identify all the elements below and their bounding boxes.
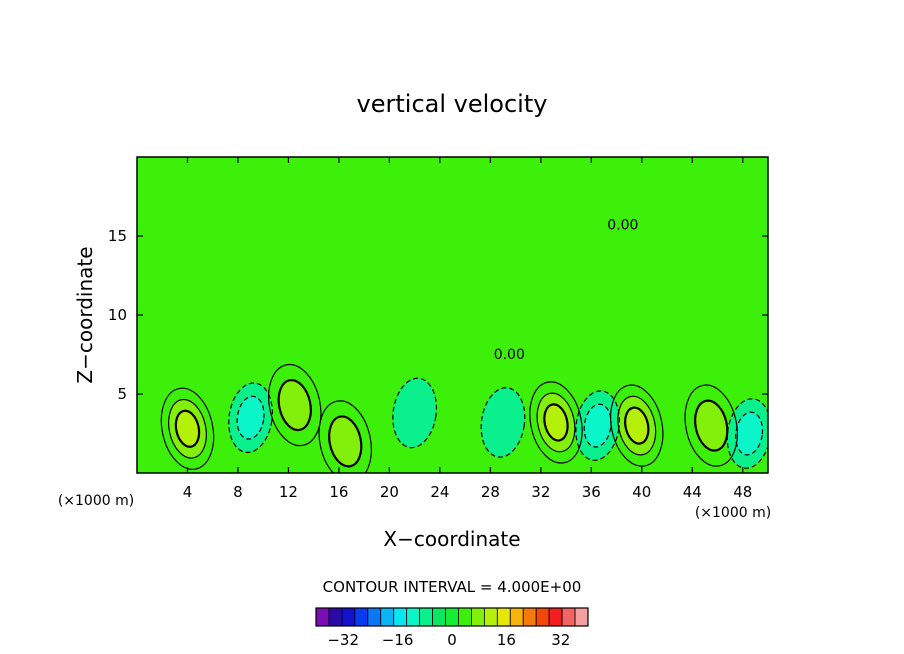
x-tick-label: 4 [183,483,193,501]
x-tick-label: 36 [582,483,601,501]
colorbar-swatch [483,607,498,627]
contour-downdraft-6-level-2 [236,395,265,440]
colorbar-swatch [406,607,421,627]
x-unit-right: (×1000 m) [695,505,771,521]
contour-updraft-1-level-2 [277,379,312,432]
field-updraft-0-level-3 [175,410,200,447]
contour-interval-label: CONTOUR INTERVAL = 4.000E+00 [323,578,582,596]
colorbar-swatch [419,607,433,627]
field-downdraft-6-level-2 [237,396,264,440]
contour-downdraft-9-level-1 [392,377,438,449]
x-unit-left: (×1000 m) [58,493,134,509]
field-updraft-5-level-2 [695,400,728,451]
contour-updraft-5-level-2 [694,399,729,452]
colorbar [315,607,589,627]
x-tick-label: 28 [481,483,500,501]
contour-updraft-3-level-3 [543,403,569,442]
colorbar-swatch [522,607,537,627]
colorbar-swatch [496,607,511,627]
x-axis-label: X−coordinate [383,527,520,551]
contour-updraft-4-level-3 [624,406,650,445]
contour-label: 0.00 [494,347,525,363]
field-updraft-3-level-3 [544,404,568,441]
colorbar-swatch [315,607,330,627]
x-tick-label: 44 [683,483,702,501]
colorbar-tick-label: 32 [551,631,570,649]
x-tick-label: 48 [733,483,752,501]
field-updraft-1-level-2 [278,380,311,430]
x-tick-label: 12 [279,483,298,501]
colorbar-swatch [574,607,589,627]
contour-updraft-0-level-3 [174,409,201,448]
colorbar-swatch [458,607,472,627]
colorbar-tick-label: −16 [382,631,414,649]
contour-updraft-2-level-2 [328,415,363,468]
contour-updraft-3-level-1 [529,381,583,464]
contour-downdraft-8-level-2 [735,411,764,456]
contour-downdraft-7-level-1 [575,390,621,461]
colorbar-frame [315,607,589,627]
colorbar-swatch [341,607,356,627]
x-tick-label: 8 [233,483,243,501]
contour-updraft-0-level-1 [160,387,215,470]
colorbar-swatch [509,607,524,627]
contour-downdraft-6-level-1 [228,382,273,454]
chart-title: vertical velocity [357,90,548,118]
colorbar-swatch [367,607,382,627]
colorbar-swatch [328,607,343,627]
field-updraft-4-level-3 [625,407,649,444]
x-tick-label: 32 [531,483,550,501]
x-tick-label: 16 [329,483,348,501]
contour-updraft-4-level-1 [610,384,664,467]
field-downdraft-10-level-1 [481,387,525,458]
contour-label: 0.00 [607,218,638,234]
colorbar-swatch [445,607,459,627]
contour-updraft-0-level-2 [168,398,207,459]
y-axis-label: Z−coordinate [73,246,97,383]
x-tick-label: 24 [430,483,449,501]
colorbar-swatch [380,607,395,627]
y-tick-label: 15 [108,227,127,245]
colorbar-swatch [535,607,550,627]
contour-updraft-5-level-1 [684,384,738,467]
contour-downdraft-10-level-1 [480,387,526,458]
contour-downdraft-7-level-2 [583,403,612,448]
plot-area [137,157,768,473]
colorbar-swatch [548,607,563,627]
field-downdraft-8-level-2 [735,412,763,455]
y-tick-label: 5 [117,385,127,403]
field-updraft-2-level-2 [329,416,362,467]
x-tick-label: 40 [632,483,651,501]
x-tick-label: 20 [380,483,399,501]
contour-updraft-3-level-2 [536,392,576,453]
field-downdraft-7-level-2 [584,404,612,447]
y-tick-label: 10 [108,306,127,324]
colorbar-tick-label: 16 [497,631,516,649]
colorbar-swatch [561,607,576,627]
colorbar-swatch [432,607,446,627]
colorbar-tick-label: −32 [327,631,359,649]
colorbar-tick-label: 0 [447,631,457,649]
colorbar-swatch [354,607,369,627]
contour-updraft-2-level-1 [318,400,372,473]
colorbar-swatch [471,607,485,627]
contour-downdraft-8-level-1 [726,398,768,469]
field-downdraft-9-level-1 [392,378,437,448]
contour-updraft-1-level-1 [268,363,322,447]
colorbar-swatch [393,607,408,627]
